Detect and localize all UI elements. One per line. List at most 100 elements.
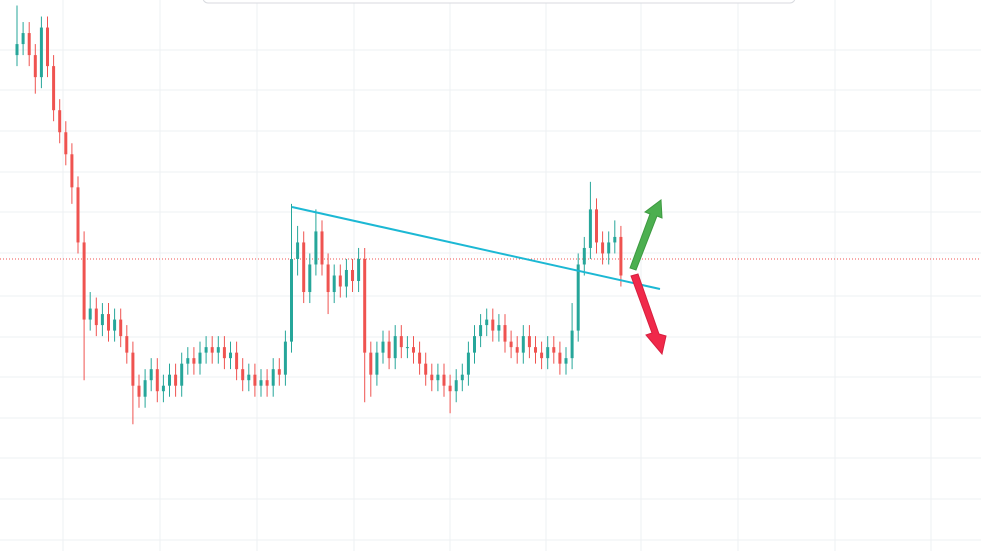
- candle-body: [46, 27, 49, 67]
- candle-body: [82, 242, 86, 320]
- candle-body: [21, 33, 25, 45]
- candle-body: [222, 347, 226, 359]
- candle-body: [70, 154, 74, 188]
- candle-body: [271, 369, 275, 386]
- candle-body: [320, 231, 324, 265]
- candle-body: [576, 264, 580, 331]
- candle-body: [131, 352, 135, 386]
- candle-body: [595, 209, 598, 243]
- candle-body: [15, 44, 19, 56]
- candle-body: [94, 308, 98, 326]
- candle-body: [149, 369, 153, 381]
- candle-body: [198, 352, 202, 364]
- candle-body: [58, 110, 62, 133]
- candle-body: [100, 314, 104, 326]
- candle-body: [546, 347, 550, 359]
- candle-body: [143, 380, 147, 397]
- candle-body: [326, 264, 330, 293]
- candle-body: [521, 336, 525, 353]
- candle-body: [564, 358, 568, 364]
- candle-body: [375, 352, 379, 375]
- candle-body: [180, 363, 184, 386]
- candle-body: [491, 319, 495, 331]
- candle-body: [381, 341, 385, 353]
- candle-body: [466, 352, 470, 375]
- candle-body: [619, 236, 623, 276]
- candle-body: [418, 352, 422, 364]
- candle-body: [308, 264, 312, 293]
- toolbar-box: [202, 0, 796, 4]
- candle-body: [534, 347, 537, 353]
- candle-body: [64, 132, 68, 155]
- candle-body: [259, 380, 263, 386]
- candle-body: [283, 341, 287, 375]
- candle-body: [405, 347, 409, 349]
- candle-body: [588, 209, 592, 248]
- candle-body: [296, 242, 300, 259]
- candle-body: [558, 352, 562, 364]
- candle-body: [454, 380, 458, 392]
- candle-body: [27, 33, 31, 56]
- candle-body: [332, 275, 336, 293]
- candle-body: [277, 369, 281, 375]
- candle-body: [552, 347, 556, 353]
- candle-body: [107, 314, 110, 331]
- candle-body: [601, 242, 605, 254]
- candle-body: [314, 231, 318, 265]
- candle-body: [290, 258, 293, 342]
- candle-body: [540, 352, 544, 359]
- candle-body: [363, 258, 367, 353]
- candle-body: [253, 374, 257, 386]
- candle-body: [527, 336, 531, 348]
- candle-body: [338, 275, 342, 287]
- candle-body: [399, 336, 403, 348]
- up-arrow: [629, 199, 663, 271]
- candle-body: [186, 358, 190, 364]
- candle-body: [235, 352, 239, 370]
- candle-body: [155, 369, 159, 392]
- candle-body: [192, 358, 196, 364]
- candle-body: [393, 336, 397, 359]
- candle-body: [88, 308, 92, 320]
- candle-body: [509, 341, 513, 348]
- candle-body: [33, 55, 37, 78]
- candles: [15, 5, 623, 425]
- candle-body: [357, 258, 361, 282]
- candle-body: [229, 352, 232, 359]
- candle-body: [137, 385, 141, 397]
- candle-body: [125, 336, 129, 353]
- candle-body: [241, 369, 245, 381]
- candle-body: [344, 269, 348, 287]
- candle-body: [497, 325, 501, 331]
- candle-body: [460, 374, 464, 381]
- candle-body: [247, 374, 251, 381]
- candle-body: [216, 347, 220, 353]
- candle-body: [607, 242, 611, 254]
- candle-body: [570, 330, 574, 359]
- candle-body: [387, 341, 391, 359]
- candle-body: [210, 347, 214, 353]
- candle-body: [442, 374, 446, 386]
- down-arrow: [630, 273, 667, 356]
- candle-body: [613, 236, 617, 243]
- candle-body: [430, 374, 434, 381]
- candle-body: [436, 374, 440, 381]
- candle-body: [39, 27, 43, 78]
- candle-body: [503, 325, 507, 342]
- candle-body: [582, 247, 586, 265]
- candle-body: [485, 319, 489, 326]
- candle-body: [174, 374, 178, 386]
- candle-body: [265, 380, 269, 386]
- candle-body: [168, 374, 171, 386]
- candle-body: [515, 347, 519, 353]
- candle-body: [119, 319, 123, 337]
- candle-body: [302, 242, 306, 293]
- candle-body: [113, 319, 117, 331]
- candle-body: [76, 187, 80, 243]
- candle-body: [351, 269, 354, 282]
- candle-body: [448, 385, 452, 392]
- trend-line: [291, 206, 661, 290]
- candle-body: [473, 336, 476, 353]
